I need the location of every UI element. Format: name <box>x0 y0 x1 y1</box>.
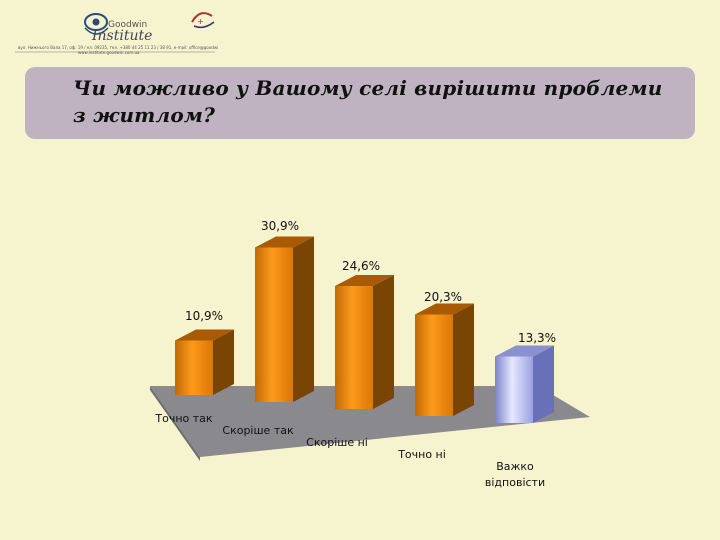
data-label-2: 30,9% <box>261 219 299 233</box>
bar-3 <box>335 275 394 409</box>
chart-floor <box>150 386 590 457</box>
bar-2 <box>255 236 314 402</box>
header-logo: Goodwin Institute + вул. Нижнього Вала 1… <box>0 0 720 66</box>
partner-logo-icon: + <box>191 12 215 29</box>
category-label-5: Важко відповісти <box>485 460 545 489</box>
data-label-5: 13,3% <box>518 331 556 345</box>
bar-top <box>495 345 554 357</box>
data-label-1: 10,9% <box>185 309 223 323</box>
eye-logo-icon <box>84 13 109 35</box>
bar-front <box>415 314 453 416</box>
website-text: www.institute.goodwin.com.ua <box>78 50 140 55</box>
logo-brand-top: Goodwin <box>108 20 147 30</box>
bar-side <box>533 345 554 423</box>
category-label-4: Точно ні <box>397 448 446 461</box>
bar-4 <box>415 303 474 416</box>
category-label-3: Скоріше ні <box>306 436 368 449</box>
bar-front <box>495 356 533 423</box>
category-label-1: Точно так <box>154 412 213 425</box>
bar-top <box>335 275 394 286</box>
bar-5 <box>495 345 554 423</box>
slide-title: Чи можливо у Вашому селі вирішити пробле… <box>73 76 663 127</box>
bar-1 <box>175 329 234 395</box>
bar-top <box>415 303 474 315</box>
bar-side <box>213 329 234 395</box>
bar-front <box>255 247 293 402</box>
bar-top <box>175 329 234 341</box>
data-label-3: 24,6% <box>342 259 380 273</box>
data-label-4: 20,3% <box>424 290 462 304</box>
chart-floor-edge <box>150 386 200 461</box>
bar-front <box>335 286 373 409</box>
svg-text:+: + <box>197 17 204 26</box>
logo-brand-bottom: Institute <box>91 28 152 44</box>
bar-side <box>373 275 394 409</box>
title-box: Чи можливо у Вашому селі вирішити пробле… <box>25 67 695 139</box>
logo-graphic: Goodwin Institute + <box>15 12 215 53</box>
bar-top <box>255 236 314 248</box>
contact-text: вул. Нижнього Вала 17, оф. 19 / ел. 0923… <box>18 45 218 50</box>
bar-side <box>293 236 314 402</box>
category-label-2: Скоріше так <box>222 424 294 437</box>
bar-side <box>453 303 474 416</box>
contact-line: вул. Нижнього Вала 17, оф. 19 / ел. 0923… <box>18 45 218 55</box>
bar-front <box>175 340 213 395</box>
